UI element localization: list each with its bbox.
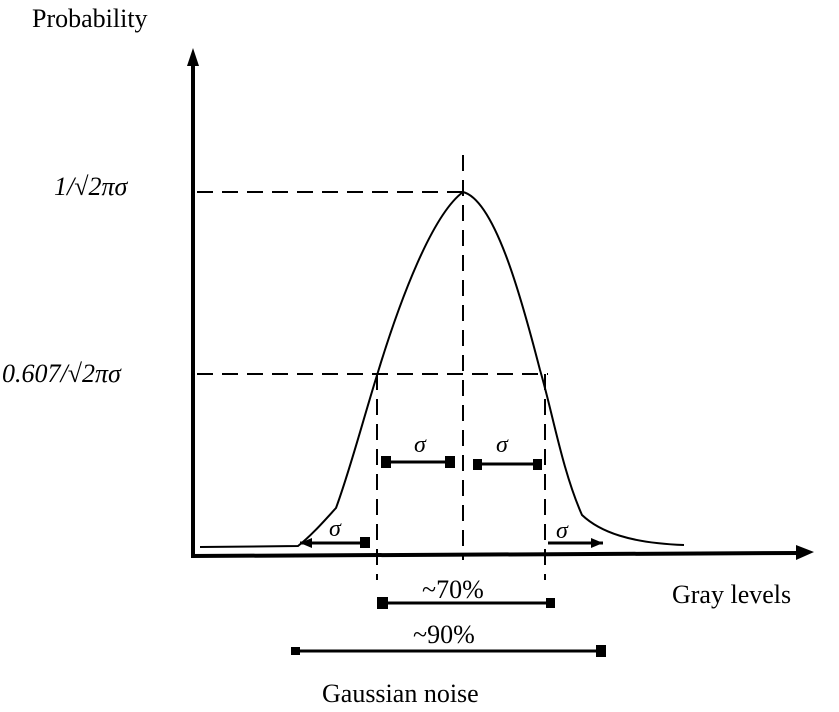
range-70-left-end [377, 597, 388, 609]
half-level-label: 0.607/√2πσ [2, 359, 122, 388]
range-70-label: ~70% [422, 575, 484, 604]
right-sigma-bar-left-end [473, 459, 482, 470]
y-axis-label: Probability [32, 4, 148, 33]
left-tail-sigma-label: σ [329, 516, 342, 542]
range-90-label: ~90% [413, 620, 475, 649]
left-tail-sigma-bar-end [360, 537, 370, 548]
peak-level-label: 1/√2πσ [54, 172, 129, 201]
left-tail-sigma-arrow [300, 538, 312, 548]
range-70-right-end [546, 598, 555, 608]
left-sigma-label: σ [414, 432, 427, 458]
range-90-right-end [596, 645, 606, 657]
caption: Gaussian noise [322, 679, 479, 708]
y-axis-arrowhead [187, 48, 199, 66]
left-sigma-bar-left-end [381, 456, 391, 468]
gaussian-curve [199, 190, 685, 548]
right-sigma-label: σ [496, 432, 509, 458]
right-tail-sigma-arrow [591, 538, 603, 548]
x-axis-label: Gray levels [672, 580, 791, 609]
right-tail-sigma-label: σ [556, 518, 569, 544]
x-axis-arrowhead [796, 545, 814, 560]
right-sigma-bar-right-end [533, 459, 542, 470]
x-axis [190, 551, 801, 558]
range-90-left-end [291, 647, 300, 655]
left-sigma-bar-right-end [445, 456, 455, 468]
